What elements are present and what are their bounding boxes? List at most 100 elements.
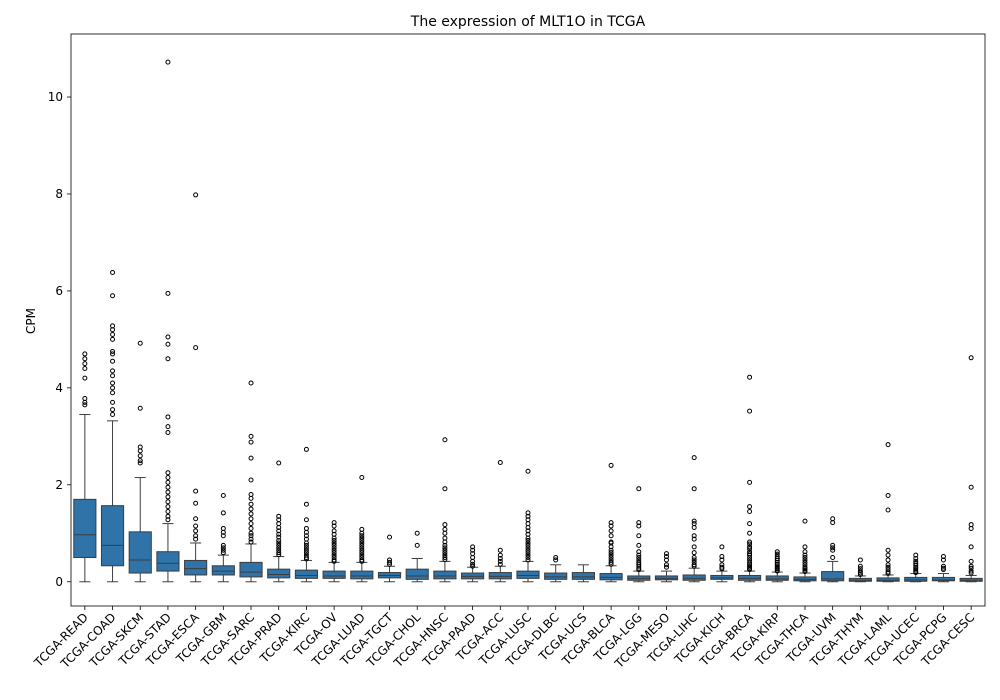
outlier-point — [137, 448, 143, 454]
outlier-point — [387, 534, 393, 540]
outlier-point — [663, 564, 669, 570]
outlier-point — [165, 484, 171, 490]
outlier-point — [82, 351, 88, 357]
outlier-point — [442, 547, 448, 553]
outlier-point — [82, 361, 88, 367]
outlier-point — [137, 458, 143, 464]
outlier-point — [248, 455, 254, 461]
box-tcga-lihc — [682, 574, 706, 581]
outlier-point — [165, 504, 171, 510]
outlier-point — [802, 555, 808, 561]
outlier-point — [248, 525, 254, 531]
outlier-point — [137, 460, 143, 466]
outlier-point — [470, 561, 476, 567]
outlier-point — [165, 513, 171, 519]
outlier-point — [608, 528, 614, 534]
outlier-point — [968, 568, 974, 574]
outlier-point — [82, 399, 88, 405]
outlier-point — [857, 571, 863, 577]
outlier-point — [165, 494, 171, 500]
outlier-point — [691, 536, 697, 542]
outlier-point — [82, 375, 88, 381]
outlier-point — [359, 542, 365, 548]
outlier-point — [165, 334, 171, 340]
outlier-point — [802, 559, 808, 565]
outlier-point — [747, 541, 753, 547]
outlier-point — [276, 524, 282, 530]
outlier-point — [276, 528, 282, 534]
outlier-point — [830, 542, 836, 548]
outlier-point — [359, 540, 365, 546]
outlier-point — [691, 524, 697, 530]
outlier-point — [331, 520, 337, 526]
plot-frame — [70, 33, 986, 607]
outlier-point — [303, 550, 309, 556]
outlier-point — [193, 488, 199, 494]
outlier-point — [553, 555, 559, 561]
outlier-point — [636, 552, 642, 558]
outlier-point — [303, 517, 309, 523]
outlier-point — [608, 544, 614, 550]
box-tcga-blca — [599, 573, 623, 581]
outlier-point — [747, 544, 753, 550]
outlier-point — [110, 336, 116, 342]
outlier-point — [913, 552, 919, 558]
y-tick-label: 6 — [55, 284, 63, 298]
outlier-point — [359, 545, 365, 551]
outlier-point — [359, 530, 365, 536]
outlier-point — [691, 486, 697, 492]
outlier-point — [165, 499, 171, 505]
outlier-point — [303, 501, 309, 507]
outlier-point — [830, 520, 836, 526]
outlier-point — [220, 542, 226, 548]
outlier-point — [857, 568, 863, 574]
outlier-point — [110, 269, 116, 275]
outlier-point — [359, 558, 365, 564]
outlier-point — [110, 368, 116, 374]
outlier-point — [470, 544, 476, 550]
outlier-point — [525, 528, 531, 534]
outlier-point — [165, 508, 171, 514]
outlier-point — [303, 540, 309, 546]
box-tcga-sarc — [239, 561, 263, 578]
outlier-point — [802, 549, 808, 555]
outlier-point — [110, 390, 116, 396]
outlier-point — [747, 374, 753, 380]
box-tcga-laml — [876, 577, 900, 582]
outlier-point — [719, 566, 725, 572]
outlier-point — [968, 563, 974, 569]
outlier-point — [470, 558, 476, 564]
y-tick-label: 0 — [55, 575, 63, 589]
outlier-point — [885, 564, 891, 570]
outlier-point — [82, 356, 88, 362]
outlier-point — [165, 290, 171, 296]
outlier-point — [691, 533, 697, 539]
outlier-point — [885, 562, 891, 568]
outlier-point — [165, 429, 171, 435]
outlier-point — [525, 513, 531, 519]
y-tick-label: 4 — [55, 381, 63, 395]
outlier-point — [331, 528, 337, 534]
outlier-point — [82, 402, 88, 408]
outlier-point — [110, 399, 116, 405]
outlier-point — [691, 563, 697, 569]
outlier-point — [193, 516, 199, 522]
outlier-point — [331, 538, 337, 544]
outlier-point — [276, 540, 282, 546]
outlier-point — [470, 563, 476, 569]
outlier-point — [193, 536, 199, 542]
outlier-point — [968, 525, 974, 531]
outlier-point — [497, 561, 503, 567]
outlier-point — [248, 495, 254, 501]
outlier-point — [137, 340, 143, 346]
outlier-point — [303, 533, 309, 539]
outlier-point — [165, 59, 171, 65]
outlier-point — [747, 552, 753, 558]
outlier-point — [220, 547, 226, 553]
outlier-point — [193, 523, 199, 529]
outlier-point — [940, 567, 946, 573]
outlier-point — [248, 511, 254, 517]
outlier-point — [663, 557, 669, 563]
outlier-point — [387, 561, 393, 567]
outlier-point — [110, 351, 116, 357]
